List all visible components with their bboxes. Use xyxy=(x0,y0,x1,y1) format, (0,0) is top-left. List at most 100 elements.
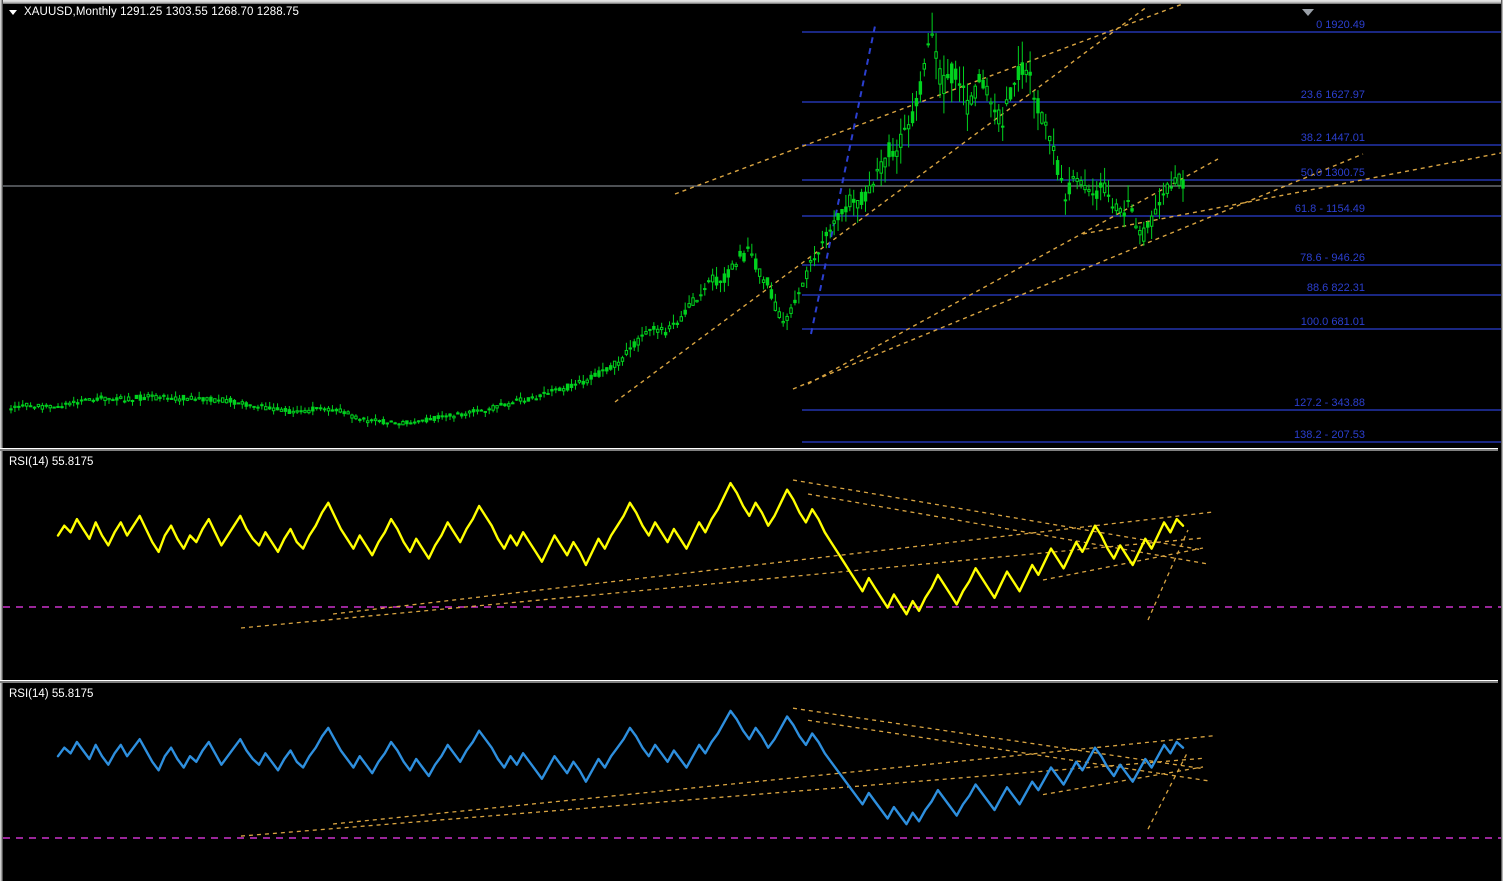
candle-body xyxy=(32,406,37,409)
candle-body xyxy=(1004,99,1009,105)
candle-body xyxy=(679,316,683,322)
candle xyxy=(738,244,742,259)
candle-body xyxy=(726,269,731,278)
candle-body xyxy=(879,161,883,174)
candle xyxy=(808,255,813,272)
candle xyxy=(491,403,495,413)
candle xyxy=(938,59,942,99)
price-chart-panel[interactable]: XAUUSD,Monthly 1291.25 1303.55 1268.70 1… xyxy=(3,4,1501,448)
candle-body xyxy=(1000,125,1005,128)
candle-body xyxy=(816,252,821,255)
candle-body xyxy=(75,402,80,405)
candle xyxy=(48,404,52,413)
rsi-yellow-line xyxy=(56,481,1185,616)
channel-far-right xyxy=(1082,152,1501,235)
candle-body xyxy=(173,396,178,401)
channel-upper-left xyxy=(614,5,1149,403)
candle xyxy=(483,410,487,417)
rsi-blue-canvas[interactable] xyxy=(3,684,1501,881)
candle xyxy=(40,402,45,413)
candle-body xyxy=(1036,98,1040,114)
candle xyxy=(240,399,244,409)
candle-body xyxy=(899,133,903,148)
candle-body xyxy=(315,407,319,410)
candle-body xyxy=(765,277,770,286)
candle xyxy=(495,405,499,413)
candle xyxy=(832,210,836,236)
candle xyxy=(640,326,644,342)
candle-body xyxy=(804,270,809,280)
candle-body xyxy=(142,397,146,401)
candle xyxy=(785,313,789,331)
candle xyxy=(514,395,519,401)
candle xyxy=(1130,204,1134,213)
candle xyxy=(1044,113,1048,140)
candle-body xyxy=(291,410,295,414)
candle-body xyxy=(1165,183,1170,194)
candle-body xyxy=(158,396,162,399)
candle xyxy=(142,393,146,401)
rsi-panel-yellow[interactable]: RSI(14) 55.8175 xyxy=(3,452,1501,680)
candle xyxy=(942,55,946,114)
candle xyxy=(122,395,127,404)
candle xyxy=(95,393,99,402)
candle xyxy=(816,251,821,263)
candle xyxy=(632,338,636,351)
price-chart-canvas[interactable] xyxy=(3,4,1501,448)
candle xyxy=(985,77,989,102)
candle xyxy=(1165,181,1170,198)
candle xyxy=(295,405,299,415)
candle-body xyxy=(107,397,111,401)
candle xyxy=(1134,217,1138,230)
candle xyxy=(648,328,652,337)
candle xyxy=(534,395,538,401)
candle xyxy=(1028,51,1032,95)
candle xyxy=(530,393,535,400)
candle-body xyxy=(479,409,484,412)
candle xyxy=(283,405,288,416)
candle xyxy=(436,412,440,423)
candle xyxy=(150,391,154,402)
candle-body xyxy=(64,402,68,405)
candle xyxy=(275,403,280,411)
candle xyxy=(503,403,507,408)
candle-body xyxy=(220,397,225,403)
candle-body xyxy=(279,408,284,412)
rsi-trendline-group xyxy=(240,479,1214,629)
candle xyxy=(115,393,119,406)
rsi-trend-down-2 xyxy=(807,719,1209,782)
candle-body xyxy=(424,417,429,423)
candle-body xyxy=(79,399,84,402)
candle-body xyxy=(322,408,327,411)
candle xyxy=(463,411,468,419)
candle-body xyxy=(397,423,401,426)
rsi-panel-blue[interactable]: RSI(14) 55.8175 xyxy=(3,684,1501,881)
candle xyxy=(1036,90,1040,131)
candle xyxy=(891,137,895,161)
candle-body xyxy=(1028,71,1032,76)
candle-body xyxy=(824,231,829,237)
candle xyxy=(518,392,523,405)
candle-body xyxy=(189,395,194,400)
candle-body xyxy=(354,415,358,420)
channel-lower-right xyxy=(807,158,1219,385)
candle xyxy=(605,367,609,375)
candle-body xyxy=(381,419,386,425)
candle xyxy=(1169,171,1173,192)
candle-body xyxy=(1169,186,1173,189)
candle xyxy=(1106,180,1111,203)
rsi-yellow-canvas[interactable] xyxy=(3,452,1501,680)
candle xyxy=(1173,165,1177,187)
window-right-border xyxy=(1501,0,1503,881)
candle xyxy=(714,266,719,290)
candle-body xyxy=(401,420,405,426)
candle-body xyxy=(83,398,88,401)
candle-body xyxy=(785,315,789,321)
candle xyxy=(754,253,758,273)
candle-body xyxy=(436,415,440,419)
candle xyxy=(538,393,542,401)
candle xyxy=(1020,41,1025,89)
candle xyxy=(60,402,64,409)
candle xyxy=(569,379,574,392)
candle-body xyxy=(213,398,217,403)
